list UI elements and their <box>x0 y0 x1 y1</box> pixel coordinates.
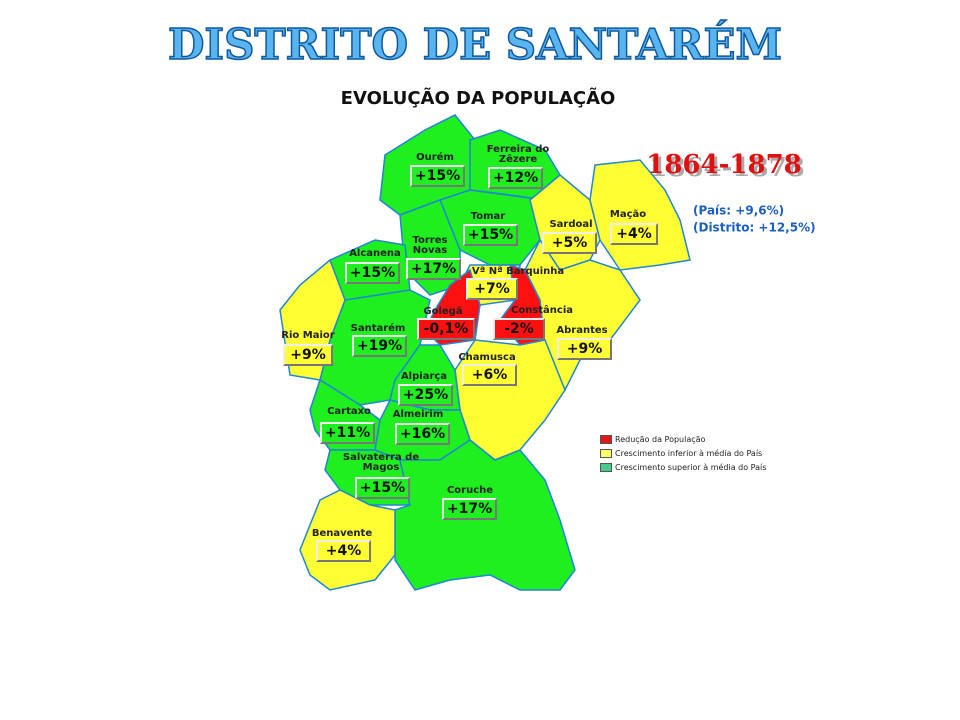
municipality-value: +12% <box>488 167 543 189</box>
legend-item: Redução da População <box>600 435 705 444</box>
municipality-value: +6% <box>462 364 517 386</box>
municipality-name: Vª Nª Barquinha <box>471 266 565 277</box>
municipality-name: Constância <box>510 305 574 316</box>
legend-swatch <box>600 449 612 458</box>
municipality-value: +17% <box>442 498 497 520</box>
municipality-value: +15% <box>355 477 410 499</box>
municipality-name: Ourém <box>416 152 454 163</box>
municipality-value: +9% <box>283 344 333 366</box>
title: DISTRITO DE SANTARÉM <box>168 19 782 69</box>
municipality-name: Rio Maior <box>281 330 335 341</box>
municipality-value: +15% <box>345 262 400 284</box>
municipality-value: +5% <box>542 232 597 254</box>
district-growth: (Distrito: +12,5%) <box>693 221 816 235</box>
subtitle: EVOLUÇÃO DA POPULAÇÃO <box>341 86 616 109</box>
municipality-name: Tomar <box>470 211 506 222</box>
municipality-name: Cartaxo <box>327 406 371 417</box>
municipality-name: Abrantes <box>556 325 608 336</box>
municipality-value: +9% <box>557 338 612 360</box>
municipality-name: Mação <box>609 209 647 220</box>
municipality-name: Alpiarça <box>400 371 448 382</box>
legend-label: Crescimento superior à média do País <box>615 463 767 472</box>
municipality-value: +17% <box>406 258 461 280</box>
municipality-name: Coruche <box>446 485 494 496</box>
legend-swatch <box>600 435 612 444</box>
municipality-value: +4% <box>610 223 658 245</box>
municipality-name: Salvaterra de Magos <box>342 452 420 473</box>
municipality-value: +16% <box>395 423 450 445</box>
municipality-value: +4% <box>316 540 371 562</box>
municipality-value: +15% <box>463 224 518 246</box>
municipality-value: -2% <box>493 318 545 340</box>
municipality-name: Torres Novas <box>412 235 448 256</box>
municipality-name: Chamusca <box>458 352 516 363</box>
municipality-name: Alcanena <box>349 248 401 259</box>
legend-item: Crescimento superior à média do País <box>600 463 766 472</box>
municipality-name: Almeirim <box>392 409 444 420</box>
municipality-value: +25% <box>398 384 453 406</box>
municipality-value: +19% <box>352 335 407 357</box>
municipality-value: +7% <box>466 278 518 300</box>
municipality-name: Santarém <box>350 323 406 334</box>
municipality-value: -0,1% <box>417 318 475 340</box>
municipality-value: +15% <box>410 165 465 187</box>
municipality-value: +11% <box>320 422 375 444</box>
municipality-name: Ferreira do Zêzere <box>486 144 550 165</box>
municipality-name: Benavente <box>311 528 373 539</box>
legend-swatch <box>600 463 612 472</box>
period: 1864-1878 <box>646 150 802 180</box>
municipality-name: Sardoal <box>549 219 593 230</box>
country-growth: (País: +9,6%) <box>693 204 784 218</box>
legend-label: Redução da População <box>615 435 706 444</box>
legend-label: Crescimento inferior à média do País <box>615 449 763 458</box>
period-shadow: 1864-1878 <box>649 153 805 183</box>
municipality-name: Golegã <box>423 306 463 317</box>
legend-item: Crescimento inferior à média do País <box>600 449 762 458</box>
